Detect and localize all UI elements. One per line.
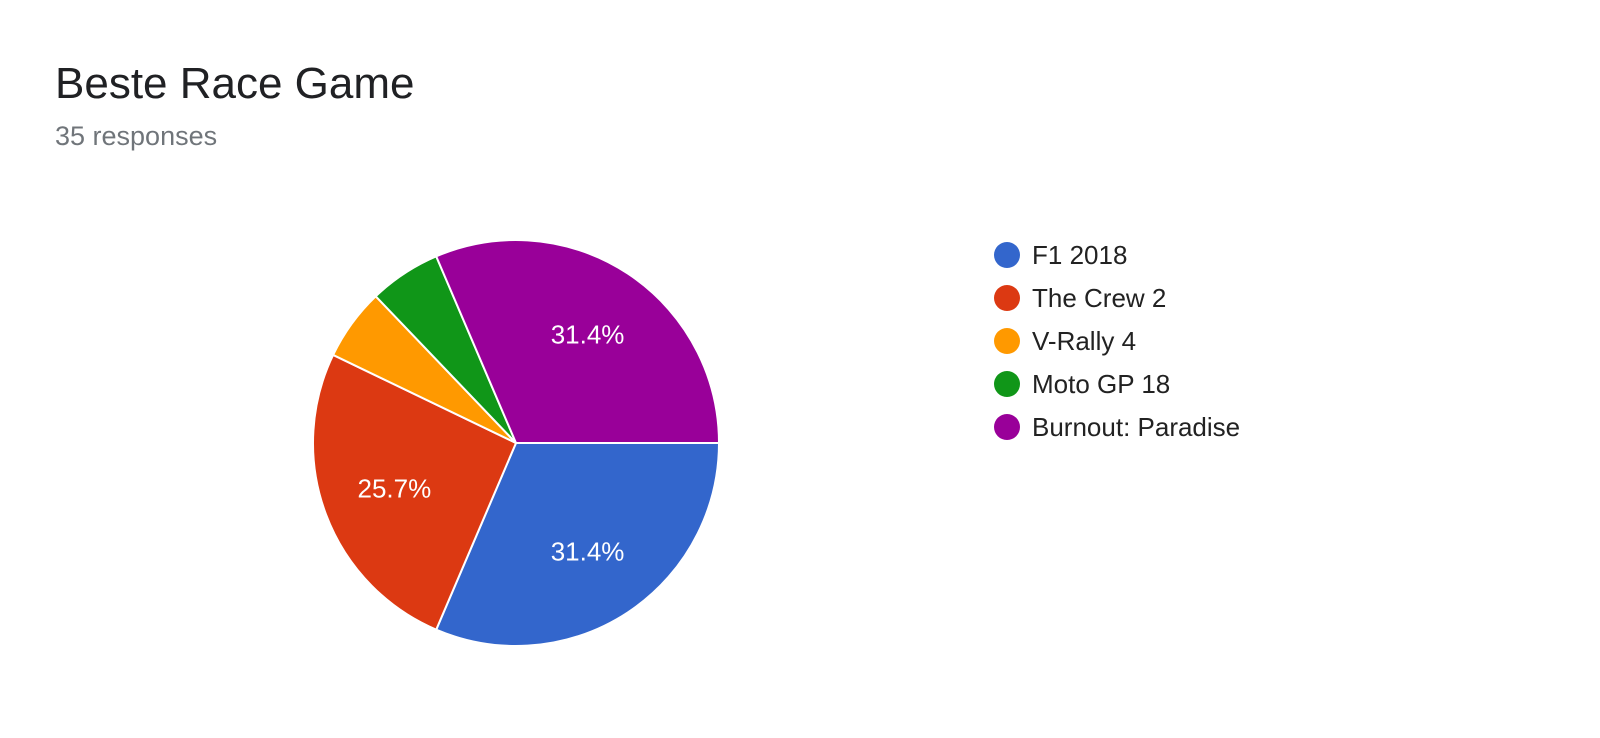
legend-swatch-f1-2018 [994, 242, 1020, 268]
pie-slice-burnout-paradise [434, 239, 721, 444]
slice-percent-label-burnout-paradise: 31.4% [551, 320, 625, 350]
slice-percent-label-the-crew-2: 25.7% [357, 474, 431, 504]
legend-label-moto-gp-18: Moto GP 18 [1032, 369, 1170, 399]
legend-swatch-moto-gp-18 [994, 371, 1020, 397]
legend-label-the-crew-2: The Crew 2 [1032, 283, 1166, 313]
legend-label-f1-2018: F1 2018 [1032, 240, 1127, 270]
legend-swatch-burnout-paradise [994, 414, 1020, 440]
legend: F1 2018 The Crew 2 V-Rally 4 Moto GP 18 Burn… [994, 240, 1240, 442]
legend-label-v-rally-4: V-Rally 4 [1032, 326, 1136, 356]
pie-slices [312, 239, 721, 647]
legend-swatch-the-crew-2 [994, 285, 1020, 311]
pie-slice-labels: 31.4% 25.7% 31.4% [357, 320, 624, 567]
response-count: 35 responses [55, 121, 218, 151]
chart-title: Beste Race Game [55, 59, 415, 108]
legend-swatch-v-rally-4 [994, 328, 1020, 354]
legend-label-burnout-paradise: Burnout: Paradise [1032, 412, 1240, 442]
slice-percent-label-f1-2018: 31.4% [551, 536, 625, 566]
pie-slice-the-crew-2 [312, 353, 518, 631]
pie-slice-f1-2018 [434, 442, 721, 647]
